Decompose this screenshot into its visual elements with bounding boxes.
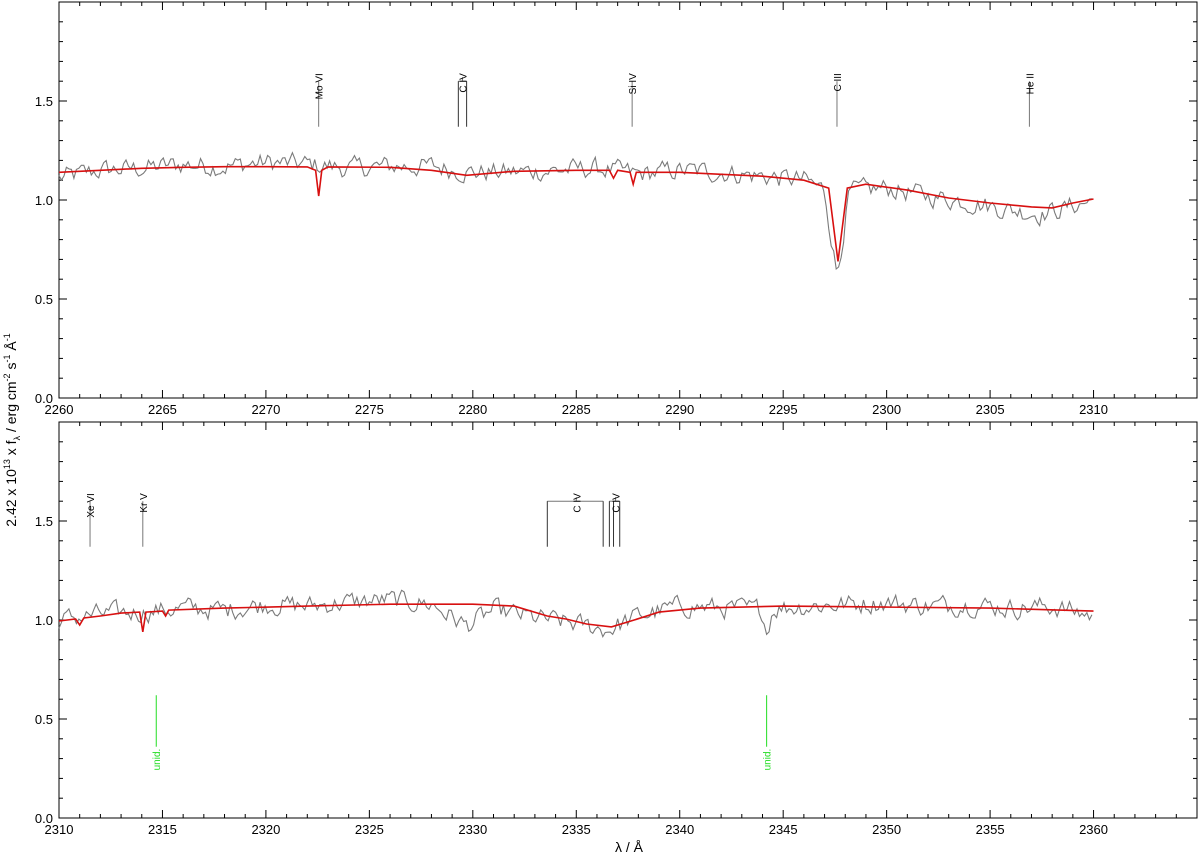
y-tick-label: 0.5	[35, 292, 53, 307]
model-spectrum-line	[58, 165, 1094, 262]
plot-frame	[58, 421, 1198, 819]
x-tick-label: 2295	[769, 402, 798, 417]
observed-spectrum-line	[58, 589, 1093, 639]
x-tick-label: 2310	[45, 822, 74, 837]
y-tick-label: 0.5	[35, 712, 53, 727]
x-tick-label: 2310	[1079, 402, 1108, 417]
x-tick-label: 2340	[665, 822, 694, 837]
y-tick-label: 0.0	[35, 811, 53, 826]
x-tick-label: 2355	[976, 822, 1005, 837]
y-tick-label: 1.5	[35, 94, 53, 109]
line-id-label: He II	[1025, 73, 1036, 94]
y-tick-label: 1.0	[35, 613, 53, 628]
model-spectrum-line	[58, 603, 1094, 633]
x-tick-label: 2265	[148, 402, 177, 417]
x-axis-label: λ / Å	[615, 839, 644, 855]
observed-spectrum-line	[58, 151, 1092, 271]
y-tick-label: 1.5	[35, 514, 53, 529]
unid-label: unid.	[152, 749, 163, 771]
x-tick-label: 2345	[769, 822, 798, 837]
x-tick-label: 2325	[355, 822, 384, 837]
line-id-label: C III	[833, 73, 844, 91]
line-id-label: Si IV	[628, 73, 639, 94]
x-tick-label: 2290	[665, 402, 694, 417]
x-tick-label: 2320	[251, 822, 280, 837]
x-tick-label: 2270	[251, 402, 280, 417]
line-id-label: C IV	[612, 493, 623, 513]
x-tick-label: 2300	[872, 402, 901, 417]
line-id-label: Xe VI	[86, 493, 97, 517]
unid-label: unid.	[763, 749, 774, 771]
y-tick-label: 0.0	[35, 391, 53, 406]
x-tick-label: 2335	[562, 822, 591, 837]
x-tick-label: 2305	[976, 402, 1005, 417]
y-tick-label: 1.0	[35, 193, 53, 208]
plot-frame	[58, 1, 1198, 399]
panel-top: 2260 2265 2270 2275 2280 2285 2290 2295 2300 2305…	[35, 1, 1198, 417]
x-tick-label: 2260	[45, 402, 74, 417]
panel-bottom: 2310 2315 2320 2325 2330 2335 2340 2345 2350 2355…	[35, 421, 1198, 837]
x-tick-label: 2280	[458, 402, 487, 417]
line-id-label: Kr V	[139, 493, 150, 513]
x-tick-label: 2350	[872, 822, 901, 837]
line-id-label: C IV	[458, 73, 469, 93]
x-tick-label: 2330	[458, 822, 487, 837]
line-id-label: C IV	[572, 493, 583, 513]
x-tick-label: 2285	[562, 402, 591, 417]
x-tick-label: 2315	[148, 822, 177, 837]
x-tick-label: 2360	[1079, 822, 1108, 837]
x-tick-label: 2275	[355, 402, 384, 417]
line-id-label: Mo VI	[315, 73, 326, 99]
y-axis-label: 2.42 x 1013 x fλ / erg cm-2 s-1 Å-1	[2, 333, 22, 526]
